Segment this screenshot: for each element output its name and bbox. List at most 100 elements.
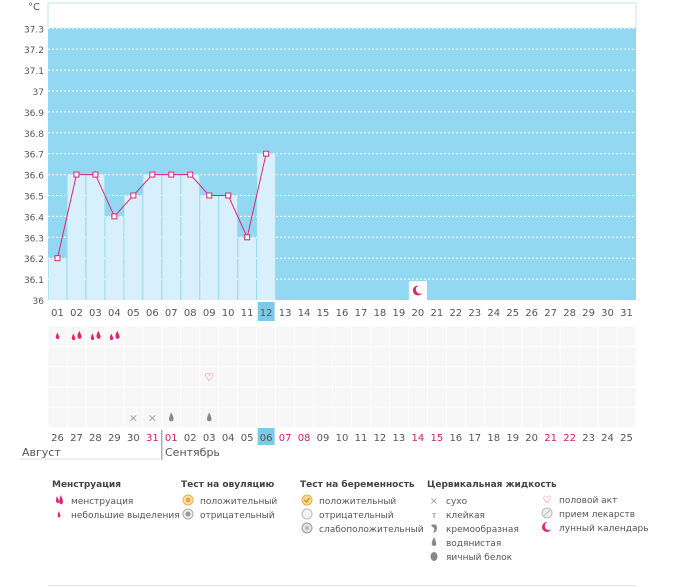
cycle-day-label: 25: [506, 308, 519, 319]
temperature-point: [168, 171, 175, 178]
symbol-grid-cell: [238, 346, 257, 367]
y-tick-label: 36.7: [24, 151, 44, 161]
cycle-day-label: 13: [279, 308, 292, 319]
cycle-day-label: 28: [563, 308, 576, 319]
temperature-bar: [105, 216, 124, 300]
cycle-day-label: 05: [127, 308, 140, 319]
symbol-grid-cell: [484, 346, 503, 367]
calendar-date-label: 03: [203, 433, 216, 444]
legend-item-cm-watery: водянистая: [427, 536, 557, 553]
symbol-grid-cell: [219, 346, 238, 367]
symbol-grid-cell: [238, 387, 257, 407]
symbol-grid-cell: [124, 326, 143, 346]
menstruation-mark: [109, 333, 114, 341]
symbol-grid-cell: [465, 407, 484, 427]
calendar-date-label: 07: [279, 433, 292, 444]
cycle-day-label: 27: [544, 308, 557, 319]
symbol-grid-cell: [143, 387, 162, 407]
y-tick-label: 36.6: [24, 172, 44, 182]
symbol-grid-cell: [617, 367, 636, 387]
symbol-grid-cell: [200, 326, 219, 346]
symbol-grid-cell: [181, 407, 200, 427]
symbol-grid-cell: [257, 346, 276, 367]
symbol-grid-cell: [124, 346, 143, 367]
calendar-date-label: 16: [449, 433, 462, 444]
symbol-grid-cell: [408, 326, 427, 346]
y-axis-unit: °C: [28, 2, 40, 13]
symbol-grid-cell: [238, 407, 257, 427]
symbol-grid-cell: [276, 407, 295, 427]
symbol-grid-cell: [143, 326, 162, 346]
symbol-grid-cell: [465, 387, 484, 407]
symbol-grid-cell: [105, 326, 124, 346]
symbol-grid-cell: [427, 326, 446, 346]
symbol-grid-cell: [522, 387, 541, 407]
temperature-point: [111, 213, 118, 220]
y-tick-label: 36: [33, 297, 45, 307]
calendar-date-label: 21: [544, 433, 557, 444]
symbol-grid-cell: [541, 326, 560, 346]
symbol-grid-cell: [295, 346, 314, 367]
cycle-day-label: 06: [146, 308, 159, 319]
symbol-grid-cell: [446, 387, 465, 407]
symbol-grid-cell: [484, 407, 503, 427]
calendar-date-label: 14: [412, 433, 425, 444]
y-tick-label: 37.2: [24, 46, 44, 56]
temperature-bar: [238, 237, 257, 300]
symbol-grid-cell: [276, 387, 295, 407]
heart-icon: ♡: [542, 495, 552, 506]
pill-icon: [540, 507, 554, 524]
y-tick-label: 37: [33, 88, 44, 98]
calendar-date-label: 19: [506, 433, 519, 444]
cm-dry-mark: ×: [148, 411, 157, 424]
cycle-day-label: 03: [89, 308, 102, 319]
legend-item-pregnancy-negative: отрицательный: [300, 508, 424, 523]
cross-icon: ×: [429, 496, 439, 507]
symbol-grid-cell: [257, 367, 276, 387]
symbol-grid-cell: [446, 326, 465, 346]
legend-item-cm-dry: × сухо: [427, 495, 557, 509]
symbol-grid-cell: [124, 367, 143, 387]
calendar-date-label: 02: [184, 433, 197, 444]
temperature-line: [56, 153, 267, 259]
calendar-date-label: 22: [563, 433, 576, 444]
temperature-point: [187, 171, 194, 178]
symbol-grid-cell: [408, 387, 427, 407]
symbol-grid-cell: [295, 387, 314, 407]
symbol-grid-cell: [370, 407, 389, 427]
legend-cervical-title: Цервикальная жидкость: [427, 480, 557, 490]
calendar-date-label: 01: [165, 433, 178, 444]
symbol-grid-cell: [617, 387, 636, 407]
y-tick-label: 36.9: [24, 109, 44, 119]
symbol-grid-cell: [579, 326, 598, 346]
ovulation-negative-icon: [181, 508, 195, 525]
symbol-grid-cell: [200, 387, 219, 407]
calendar-date-label: 12: [374, 433, 387, 444]
legend-item-cm-creamy: кремообразная: [427, 523, 557, 537]
symbol-grid-cell: [86, 407, 105, 427]
symbol-grid-cell: [181, 387, 200, 407]
y-tick-label: 36.5: [24, 193, 44, 203]
y-tick-label: 36.3: [24, 234, 44, 244]
symbol-grid-cell: [86, 326, 105, 346]
symbol-grid-cell: [579, 407, 598, 427]
symbol-grid-cell: [598, 407, 617, 427]
symbol-grid-cell: [560, 407, 579, 427]
temperature-bar: [181, 174, 200, 300]
symbol-grid-cell: [67, 326, 86, 346]
calendar-date-label: 30: [127, 433, 140, 444]
symbol-grid-cell: [446, 346, 465, 367]
cycle-day-label: 24: [487, 308, 500, 319]
legend-item-spotting: небольшие выделения: [52, 509, 180, 523]
symbol-grid-cell: [617, 346, 636, 367]
legend-pregnancy: Тест на беременность положительный отриц…: [300, 480, 424, 537]
cycle-day-label: 15: [317, 308, 330, 319]
water-drop-icon: [427, 536, 441, 553]
symbol-grid-cell: [446, 367, 465, 387]
symbol-grid-cell: [86, 367, 105, 387]
small-drop-icon: [52, 508, 66, 525]
bbt-chart: °C 37.3 37.2 37.1 37 36.9 36.8 36.7 36.6 36.5 36.4…: [20, 2, 637, 460]
legend-label: менструация: [71, 497, 134, 507]
temperature-bar: [162, 174, 181, 300]
symbol-grid-cell: [105, 367, 124, 387]
